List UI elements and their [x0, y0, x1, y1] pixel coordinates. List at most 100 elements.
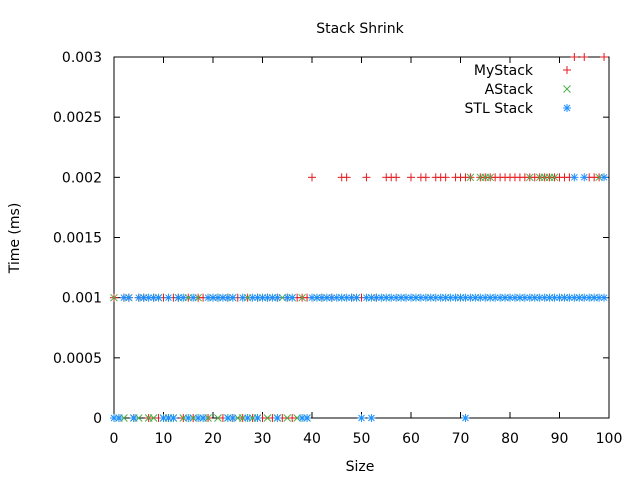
- y-tick-label: 0: [93, 411, 102, 427]
- chart-title: Stack Shrink: [316, 21, 404, 37]
- x-tick-label: 30: [254, 431, 272, 447]
- data-point: [407, 173, 415, 182]
- data-point: [114, 414, 123, 422]
- data-point: [466, 173, 475, 182]
- data-point: [303, 414, 312, 422]
- series-stl-stack: [110, 173, 609, 422]
- data-point: [580, 173, 589, 182]
- data-point: [372, 293, 381, 302]
- legend-marker: [563, 104, 571, 112]
- data-point: [169, 414, 178, 422]
- y-tick-label: 0.002: [62, 170, 102, 186]
- data-point: [525, 173, 534, 182]
- data-point: [332, 293, 341, 302]
- series-mystack: [110, 53, 609, 422]
- data-point: [585, 293, 594, 302]
- legend-label: AStack: [485, 82, 534, 98]
- data-point: [149, 414, 158, 422]
- data-point: [263, 293, 272, 302]
- data-point: [228, 293, 237, 302]
- y-axis-label: Time (ms): [7, 203, 23, 275]
- data-point: [263, 414, 272, 422]
- x-tick-label: 0: [110, 431, 119, 447]
- data-point: [164, 414, 173, 422]
- x-tick-label: 100: [596, 431, 623, 447]
- data-point: [550, 173, 559, 182]
- data-point: [481, 293, 490, 302]
- data-point: [565, 293, 574, 302]
- data-point: [352, 293, 361, 302]
- data-point: [184, 414, 193, 422]
- data-point: [110, 293, 118, 302]
- data-point: [600, 173, 609, 182]
- data-point: [164, 293, 173, 302]
- data-point: [342, 173, 351, 182]
- data-point: [124, 293, 133, 302]
- data-point: [441, 173, 450, 182]
- legend-label: MyStack: [474, 63, 534, 79]
- plot-border: [113, 56, 610, 419]
- data-point: [600, 53, 609, 61]
- data-point: [416, 293, 425, 302]
- data-point: [154, 293, 163, 302]
- data-point: [288, 293, 297, 302]
- x-tick-label: 20: [204, 431, 222, 447]
- x-tick-label: 10: [155, 431, 173, 447]
- y-tick-labels: 0 0.0005 0.001 0.0015 0.002 0.0025 0.003: [53, 50, 102, 427]
- data-point: [149, 293, 158, 302]
- y-tick-label: 0.0005: [53, 351, 102, 367]
- y-tick-label: 0.001: [62, 291, 102, 307]
- data-point: [600, 293, 609, 302]
- data-point: [560, 293, 569, 302]
- data-point: [119, 293, 128, 302]
- data-point: [461, 414, 470, 422]
- data-point: [214, 414, 222, 422]
- data-point: [243, 414, 252, 422]
- data-point: [189, 293, 198, 302]
- data-point: [312, 293, 321, 302]
- data-point: [407, 293, 415, 302]
- data-point: [298, 293, 306, 302]
- data-point: [461, 293, 470, 302]
- y-tick-label: 0.003: [62, 50, 102, 66]
- data-point: [174, 293, 183, 302]
- data-point: [486, 173, 495, 182]
- y-tick-label: 0.0015: [53, 231, 102, 247]
- data-point: [421, 293, 430, 302]
- data-point: [570, 173, 579, 182]
- data-point: [451, 293, 460, 302]
- data-point: [530, 293, 539, 302]
- data-point: [308, 173, 316, 182]
- data-points: [110, 53, 609, 422]
- x-tick-labels: 0 10 20 30 40 50 60 70 80 90 100: [110, 431, 623, 447]
- data-point: [283, 414, 292, 422]
- data-point: [317, 293, 326, 302]
- data-point: [199, 414, 208, 422]
- data-point: [362, 173, 371, 182]
- data-point: [421, 173, 430, 182]
- data-point: [357, 414, 366, 422]
- x-axis-label: Size: [346, 459, 375, 475]
- data-point: [159, 414, 168, 422]
- x-tick-label: 50: [353, 431, 371, 447]
- data-point: [129, 414, 138, 422]
- data-point: [218, 293, 227, 302]
- data-point: [238, 293, 247, 302]
- data-point: [179, 293, 188, 302]
- data-point: [496, 293, 505, 302]
- data-point: [273, 293, 282, 302]
- x-tick-label: 90: [551, 431, 569, 447]
- legend-label: STL Stack: [465, 101, 534, 117]
- data-point: [322, 293, 331, 302]
- data-point: [253, 414, 262, 422]
- x-tick-label: 70: [452, 431, 470, 447]
- legend: MyStack AStack STL Stack: [465, 63, 571, 117]
- x-tick-label: 60: [402, 431, 420, 447]
- axis-ticks: [113, 56, 610, 419]
- x-tick-label: 80: [501, 431, 519, 447]
- data-point: [228, 414, 237, 422]
- data-point: [550, 293, 559, 302]
- data-point: [570, 53, 579, 61]
- y-tick-label: 0.0025: [53, 110, 102, 126]
- data-point: [273, 414, 282, 422]
